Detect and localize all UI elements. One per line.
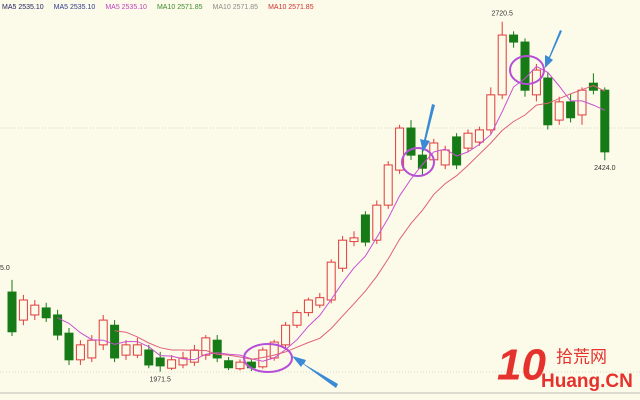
candle-body [452,136,462,166]
ma-line [114,84,606,360]
legend-entry: MA10 2571.85 [268,4,314,11]
candle-body [53,314,63,336]
candle-body [235,361,245,370]
candle-body [315,297,325,306]
candle-body [155,357,165,367]
watermark-site: Huang.CN [541,371,633,392]
candle-body [360,214,370,243]
legend-entry: MA10 2571.85 [213,4,259,11]
candle-body [98,319,108,346]
candle-body [224,360,234,369]
candle-body [372,204,382,241]
candle-body [326,261,336,301]
ma-line [57,65,606,362]
candle-body [577,89,587,116]
candle-body [144,349,154,366]
candle-body [463,132,473,149]
candle-body [509,34,519,43]
legend-entry: MA5 2535.10 [2,4,44,11]
arrow [292,356,338,388]
legend-entry: MA5 2535.10 [54,4,96,11]
candle-body [121,344,131,356]
high-label: 2720.5 [491,11,513,18]
candle-body [417,154,427,169]
candle-body [497,34,507,96]
candle-body [178,357,188,366]
legend-entry: MA10 2571.85 [157,4,203,11]
candle-body [212,339,222,359]
candle-body [383,164,393,206]
highlight-ellipse [401,147,435,177]
candle-body [338,239,348,269]
candle-body [30,304,40,316]
legend-entry: MA5 2535.10 [105,4,147,11]
candle-body [41,307,51,319]
candle-body [406,127,416,156]
low-label: 1971.5 [149,377,171,384]
highlight-ellipse [509,55,545,85]
candle-body [281,324,291,346]
low-label: 2424.0 [594,165,616,172]
watermark-name: 拾荒网 [556,347,607,366]
highlight-ellipse [243,343,293,373]
candle-body [87,339,97,359]
candle-body [520,41,530,91]
candle-body [7,291,17,333]
candle-body [167,359,177,369]
candle-body [440,149,450,166]
arrow [545,30,562,68]
watermark: 10 拾荒网 Huang.CN [497,341,633,392]
watermark-logo: 10 [497,341,546,390]
candle-body [75,344,85,361]
candle-body [292,312,302,326]
candle-body [600,89,610,153]
candle-body [554,101,564,121]
plot: 1971.5 2720.5 2424.0 [7,11,616,384]
legend: MA5 2535.10 MA5 2535.10 MA5 2535.10 MA10 25… [2,4,314,11]
candle-body [349,237,359,243]
candle-body [64,332,74,361]
arrows [292,30,562,388]
candle-body [110,324,120,359]
candle-body [189,349,199,363]
candle-body [395,127,405,171]
candle-body [543,77,553,126]
candle-body [132,344,142,356]
candle-body [303,299,313,314]
candle-body [201,337,211,356]
candle-body [18,299,28,321]
candle-body [474,129,484,143]
candle-body [486,94,496,131]
edge-label: 5.0 [0,265,10,272]
arrow [420,104,435,152]
candle-body [566,101,576,119]
